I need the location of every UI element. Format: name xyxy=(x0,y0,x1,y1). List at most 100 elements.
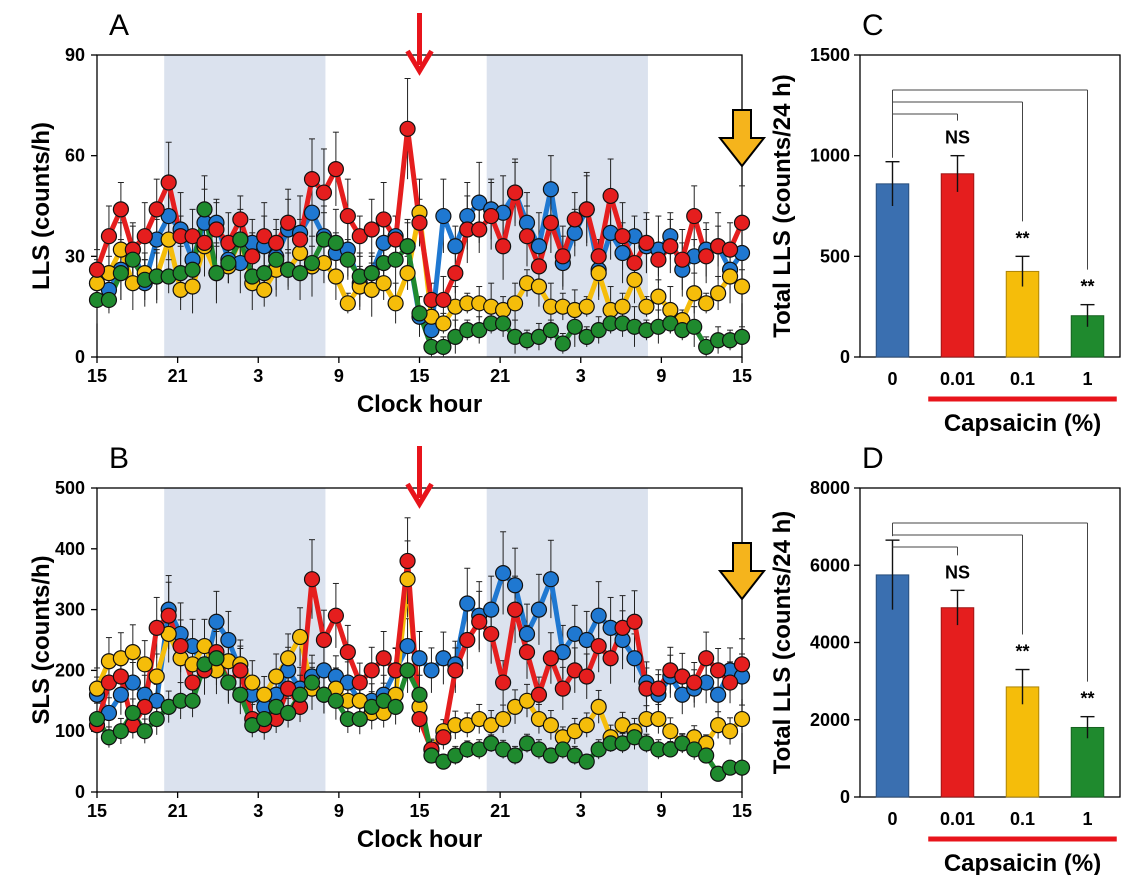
y-tick-label: 90 xyxy=(65,45,85,65)
data-point xyxy=(196,201,213,218)
data-point xyxy=(542,181,559,198)
x-tick-label: 3 xyxy=(253,801,263,821)
data-point xyxy=(268,251,285,268)
data-point xyxy=(280,704,297,722)
data-point xyxy=(220,254,237,272)
y-tick-label: 500 xyxy=(55,478,85,498)
significance-label: ** xyxy=(1015,642,1029,662)
bar-0 xyxy=(875,574,910,798)
x-tick-label: 21 xyxy=(168,366,188,386)
y-tick-label: 300 xyxy=(55,600,85,620)
data-point xyxy=(518,228,536,245)
data-point xyxy=(339,207,356,225)
data-point xyxy=(423,662,440,679)
x-tick-label: 0.1 xyxy=(1010,369,1035,389)
data-point xyxy=(184,674,201,691)
bar-0 xyxy=(875,183,910,358)
x-tick-label: 15 xyxy=(732,801,752,821)
data-point xyxy=(710,686,727,703)
y-tick-label: 100 xyxy=(55,721,85,741)
panel-b-line-chart: 0 100 200 300 400 500 15 21 3 9 15 21 3 9 15 Clock hour… xyxy=(28,442,767,853)
x-tick-label: 1 xyxy=(1082,369,1092,389)
data-point xyxy=(733,328,751,345)
data-point xyxy=(327,160,344,178)
data-point xyxy=(733,710,751,728)
panel-d-bar-chart: 0 2000 4000 6000 8000 Total LLS (counts/24 h)… xyxy=(769,442,1121,875)
data-point xyxy=(112,265,129,282)
y-tick-label: 30 xyxy=(65,246,85,266)
data-point xyxy=(506,601,524,618)
data-point xyxy=(399,637,416,655)
data-point xyxy=(435,729,452,746)
data-point xyxy=(315,631,333,649)
data-point xyxy=(435,207,452,225)
data-point xyxy=(339,644,356,661)
data-point xyxy=(399,265,416,282)
data-point xyxy=(280,650,297,667)
data-point xyxy=(614,244,631,262)
significance-label: NS xyxy=(945,128,970,148)
data-point xyxy=(542,571,559,588)
data-point xyxy=(721,674,739,691)
data-point xyxy=(506,577,524,594)
capsaicin-arrow-head xyxy=(405,49,434,76)
data-point xyxy=(256,265,273,282)
data-point xyxy=(662,238,679,255)
data-point xyxy=(662,723,679,740)
data-point xyxy=(602,187,619,205)
data-point xyxy=(698,248,715,265)
data-point xyxy=(554,680,571,697)
data-point xyxy=(542,214,559,231)
data-point xyxy=(148,619,165,636)
data-point xyxy=(112,668,129,685)
plot-frame xyxy=(859,54,1121,358)
y-tick-label: 1000 xyxy=(810,146,850,166)
data-point xyxy=(686,207,703,225)
data-point xyxy=(256,281,273,298)
significance-label: ** xyxy=(1080,689,1094,709)
x-tick-label: 3 xyxy=(576,801,586,821)
y-tick-label: 6000 xyxy=(810,555,850,575)
data-point xyxy=(483,207,500,225)
data-point xyxy=(232,686,249,703)
data-point xyxy=(280,214,297,231)
data-point xyxy=(100,228,118,245)
data-point xyxy=(351,710,368,728)
data-point xyxy=(399,571,416,588)
y-tick-label: 0 xyxy=(840,347,850,367)
bar-0.01 xyxy=(940,173,975,358)
data-point xyxy=(387,698,404,715)
data-point xyxy=(232,662,249,679)
significance-label: ** xyxy=(1080,277,1094,297)
data-point xyxy=(435,291,452,309)
y-tick-label: 60 xyxy=(65,146,85,166)
data-point xyxy=(554,335,571,352)
data-point xyxy=(112,686,129,703)
data-point xyxy=(375,211,392,228)
data-point xyxy=(100,291,118,309)
data-point xyxy=(411,686,428,703)
data-point xyxy=(268,668,285,685)
bar-0.1 xyxy=(1005,686,1040,798)
data-point xyxy=(232,231,249,248)
y-tick-label: 0 xyxy=(75,782,85,802)
data-point xyxy=(184,261,201,278)
data-point xyxy=(698,650,715,667)
data-point xyxy=(590,637,607,655)
data-point xyxy=(363,265,380,282)
data-point xyxy=(459,595,476,612)
data-point xyxy=(542,650,559,667)
data-point xyxy=(650,710,667,728)
data-point xyxy=(459,631,476,649)
data-point xyxy=(614,298,631,315)
dark-phase-band-0 xyxy=(164,55,326,357)
data-point xyxy=(88,710,106,728)
data-point xyxy=(626,254,643,272)
data-point xyxy=(411,214,428,231)
data-point xyxy=(303,254,321,272)
data-point xyxy=(375,275,392,292)
x-tick-label: 21 xyxy=(490,801,510,821)
y-tick-label: 400 xyxy=(55,539,85,559)
data-point xyxy=(626,650,643,667)
